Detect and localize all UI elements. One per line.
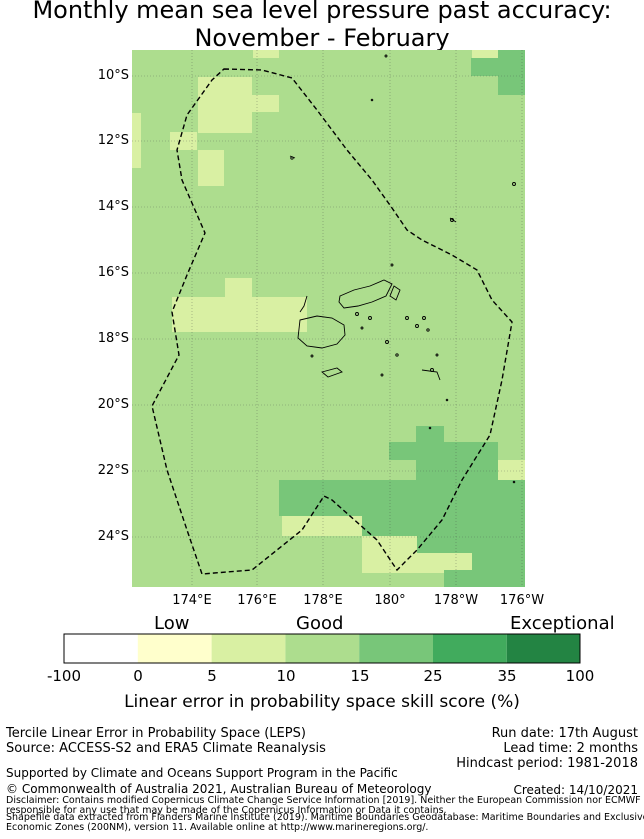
hindcast-text: Hindcast period: 1981-2018 bbox=[456, 756, 638, 771]
lat-label: 10°S bbox=[97, 68, 129, 83]
lon-label: 178°E bbox=[303, 593, 343, 608]
lead-time-text: Lead time: 2 months bbox=[503, 741, 638, 756]
lat-label: 24°S bbox=[97, 529, 129, 544]
colorbar-segment-15-25 bbox=[359, 634, 433, 663]
run-date-text: Run date: 17th August bbox=[491, 726, 638, 741]
method-text: Tercile Linear Error in Probability Spac… bbox=[6, 726, 306, 741]
colorbar-axis-label: Linear error in probability space skill … bbox=[124, 692, 520, 712]
eez-boundary bbox=[151, 68, 513, 575]
viti-levu-island bbox=[297, 315, 346, 349]
colorbar-tick: 25 bbox=[423, 667, 443, 685]
colorbar-segment-25-35 bbox=[433, 634, 507, 663]
lon-label: 180° bbox=[374, 593, 406, 608]
colorbar-segment-neg100-0 bbox=[64, 634, 138, 663]
colorbar-segment-0-5 bbox=[137, 634, 212, 663]
disclaimer-line2: responsible for any use that may be made… bbox=[6, 805, 447, 816]
colorbar-category-exceptional: Exceptional bbox=[510, 613, 615, 634]
colorbar-tick: 15 bbox=[350, 667, 370, 685]
disclaimer-line1: Disclaimer: Contains modified Copernicus… bbox=[6, 795, 644, 806]
colorbar-tick: 10 bbox=[276, 667, 296, 685]
copyright-text: © Commonwealth of Australia 2021, Austra… bbox=[6, 782, 432, 796]
taveuni-island bbox=[389, 285, 401, 301]
colorbar-category-low: Low bbox=[154, 613, 190, 634]
colorbar-segment-35-100 bbox=[506, 634, 580, 663]
lat-label: 12°S bbox=[97, 133, 129, 148]
skill-cells-very-good bbox=[279, 50, 525, 587]
colorbar bbox=[63, 633, 581, 664]
map-title-line2: November - February bbox=[194, 24, 450, 52]
lat-label: 16°S bbox=[97, 265, 129, 280]
colorbar-tick: 5 bbox=[207, 667, 217, 685]
support-text: Supported by Climate and Oceans Support … bbox=[6, 766, 398, 780]
colorbar-tick: 35 bbox=[497, 667, 517, 685]
fiji-islands bbox=[289, 54, 516, 484]
colorbar-category-good: Good bbox=[296, 613, 344, 634]
lat-label: 20°S bbox=[97, 397, 129, 412]
colorbar-tick: 100 bbox=[565, 667, 595, 685]
skill-cells-good-light bbox=[132, 50, 525, 573]
lon-label: 178°W bbox=[433, 593, 479, 608]
lat-label: 14°S bbox=[97, 199, 129, 214]
colorbar-segment-10-15 bbox=[285, 634, 360, 663]
yasawa-islands bbox=[299, 295, 308, 313]
created-text: Created: 14/10/2021 bbox=[513, 783, 638, 797]
source-text: Source: ACCESS-S2 and ERA5 Climate Reana… bbox=[6, 741, 326, 756]
lon-label: 174°E bbox=[172, 593, 212, 608]
map-title-line1: Monthly mean sea level pressure past acc… bbox=[32, 0, 612, 24]
colorbar-tick: 0 bbox=[133, 667, 143, 685]
map-gridlines bbox=[132, 50, 525, 587]
shapefile-line2: Economic Zones (200NM), version 11. Avai… bbox=[6, 822, 429, 833]
colorbar-segment-5-10 bbox=[211, 634, 286, 663]
lat-label: 22°S bbox=[97, 463, 129, 478]
skill-map bbox=[132, 50, 525, 587]
kadavu-island bbox=[321, 367, 343, 378]
vanua-levu-island bbox=[338, 279, 393, 309]
lon-label: 176°W bbox=[499, 593, 545, 608]
colorbar-tick: -100 bbox=[46, 667, 82, 685]
lat-label: 18°S bbox=[97, 331, 129, 346]
lon-label: 176°E bbox=[237, 593, 277, 608]
shapefile-line1: Shapefile data extracted from Flanders M… bbox=[6, 812, 644, 823]
